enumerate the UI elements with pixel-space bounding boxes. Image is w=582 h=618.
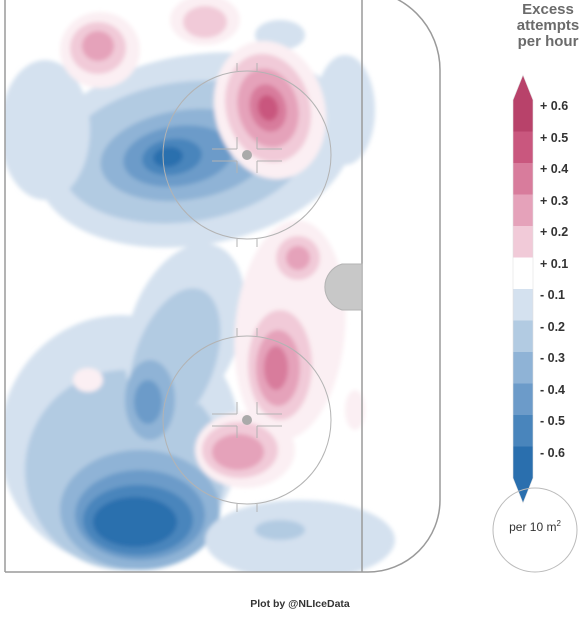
negative-contour-11 — [93, 497, 177, 547]
colorbar-cap-top — [513, 75, 533, 100]
colorbar-swatch-5 — [513, 257, 533, 290]
colorbar-tick-label: - 0.4 — [540, 382, 566, 397]
colorbar-swatch-7 — [513, 320, 533, 353]
positive-contour-40 — [73, 368, 103, 392]
colorbar-tick-label: + 0.1 — [540, 256, 569, 271]
colorbar-tick-label: + 0.5 — [540, 130, 569, 145]
colorbar-tick-label: - 0.5 — [540, 414, 566, 428]
colorbar-swatch-9 — [513, 383, 533, 416]
area-reference-circle — [492, 487, 578, 573]
negative-contour-15 — [134, 380, 162, 424]
positive-contour-34 — [264, 346, 288, 390]
plot-credit: Plot by @NLIceData — [250, 598, 350, 610]
colorbar-swatch-0 — [513, 100, 533, 132]
colorbar-swatch-6 — [513, 289, 533, 321]
positive-contour-39 — [212, 434, 264, 470]
legend-title-line-2: attempts — [516, 17, 580, 34]
negative-contour-16 — [5, 60, 90, 200]
colorbar-swatch-2 — [513, 163, 533, 195]
goal-crease — [324, 263, 363, 311]
legend-title-line-1: Excess — [522, 1, 574, 18]
rink-boards — [5, 0, 441, 573]
colorbar-swatch-10 — [513, 415, 533, 447]
colorbar-tick-label: + 0.6 — [540, 99, 569, 113]
heatmap-layer — [5, 0, 395, 572]
colorbar-swatch-1 — [513, 131, 533, 164]
positive-contour-41 — [345, 390, 365, 430]
colorbar — [492, 74, 578, 573]
colorbar-swatch-3 — [513, 194, 533, 227]
area-unit-label: per 10 m2 — [509, 519, 561, 534]
positive-contour-28 — [82, 31, 114, 61]
positive-contour-30 — [183, 6, 227, 38]
rink-markings — [4, 0, 441, 573]
colorbar-swatch-8 — [513, 352, 533, 384]
negative-contour-19 — [315, 55, 375, 165]
colorbar-tick-label: - 0.1 — [540, 288, 566, 302]
colorbar-swatch-11 — [513, 446, 533, 479]
faceoff-circle-lower — [162, 328, 332, 512]
colorbar-swatch-4 — [513, 226, 533, 258]
legend-title-line-3: per hour — [517, 33, 579, 50]
negative-contour-5 — [153, 146, 183, 168]
colorbar-outline — [512, 74, 534, 504]
colorbar-tick-label: - 0.3 — [540, 351, 566, 365]
colorbar-tick-label: + 0.4 — [540, 162, 569, 176]
positive-contour-25 — [257, 95, 279, 121]
positive-contour-36 — [286, 246, 310, 270]
colorbar-tick-label: - 0.6 — [540, 445, 566, 460]
colorbar-tick-label: + 0.2 — [540, 225, 569, 239]
faceoff-circle-upper — [162, 63, 332, 247]
negative-contour-18 — [255, 520, 305, 540]
negative-contour-17 — [205, 500, 395, 572]
colorbar-tick-label: + 0.3 — [540, 193, 569, 208]
colorbar-tick-label: - 0.2 — [540, 319, 566, 334]
colorbar-cap-bottom — [513, 478, 533, 503]
